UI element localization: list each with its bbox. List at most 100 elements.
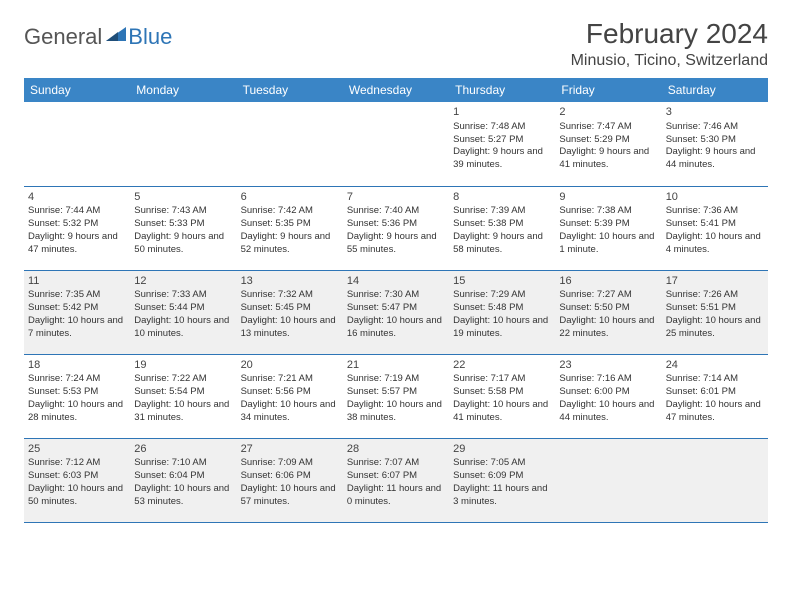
calendar-day-cell [662,438,768,522]
day-number: 19 [134,358,232,373]
day-number: 14 [347,274,445,289]
day-info-line: Sunrise: 7:21 AM [241,373,339,386]
weekday-header: Thursday [449,78,555,102]
day-info-line: Sunset: 5:29 PM [559,134,657,147]
day-info-line: Sunset: 5:33 PM [134,218,232,231]
calendar-week-row: 4Sunrise: 7:44 AMSunset: 5:32 PMDaylight… [24,186,768,270]
day-number: 16 [559,274,657,289]
month-title: February 2024 [571,18,768,50]
calendar-day-cell: 5Sunrise: 7:43 AMSunset: 5:33 PMDaylight… [130,186,236,270]
day-number: 17 [666,274,764,289]
day-info-line: Sunrise: 7:42 AM [241,205,339,218]
day-info-line: Sunrise: 7:12 AM [28,457,126,470]
day-info-line: Sunrise: 7:19 AM [347,373,445,386]
calendar-day-cell: 29Sunrise: 7:05 AMSunset: 6:09 PMDayligh… [449,438,555,522]
day-number: 20 [241,358,339,373]
calendar-day-cell: 17Sunrise: 7:26 AMSunset: 5:51 PMDayligh… [662,270,768,354]
day-info-line: Daylight: 10 hours and 16 minutes. [347,315,445,341]
day-info-line: Sunset: 5:54 PM [134,386,232,399]
day-number: 18 [28,358,126,373]
day-number: 27 [241,442,339,457]
day-info-line: Daylight: 9 hours and 47 minutes. [28,231,126,257]
day-info-line: Sunset: 5:50 PM [559,302,657,315]
day-number: 9 [559,190,657,205]
calendar-body: 1Sunrise: 7:48 AMSunset: 5:27 PMDaylight… [24,102,768,522]
day-info-line: Sunset: 5:36 PM [347,218,445,231]
day-number: 2 [559,105,657,120]
calendar-day-cell [24,102,130,186]
calendar-day-cell: 8Sunrise: 7:39 AMSunset: 5:38 PMDaylight… [449,186,555,270]
calendar-day-cell: 2Sunrise: 7:47 AMSunset: 5:29 PMDaylight… [555,102,661,186]
day-info-line: Sunset: 6:07 PM [347,470,445,483]
calendar-day-cell: 3Sunrise: 7:46 AMSunset: 5:30 PMDaylight… [662,102,768,186]
weekday-header: Friday [555,78,661,102]
day-info-line: Daylight: 10 hours and 41 minutes. [453,399,551,425]
day-info-line: Sunset: 5:58 PM [453,386,551,399]
day-number: 22 [453,358,551,373]
day-info-line: Daylight: 10 hours and 28 minutes. [28,399,126,425]
calendar-day-cell: 4Sunrise: 7:44 AMSunset: 5:32 PMDaylight… [24,186,130,270]
day-number: 29 [453,442,551,457]
day-info-line: Daylight: 10 hours and 1 minute. [559,231,657,257]
day-info-line: Sunrise: 7:39 AM [453,205,551,218]
day-info-line: Sunset: 6:09 PM [453,470,551,483]
calendar-day-cell [130,102,236,186]
day-info-line: Sunset: 5:47 PM [347,302,445,315]
day-info-line: Sunset: 6:03 PM [28,470,126,483]
day-info-line: Sunset: 5:56 PM [241,386,339,399]
day-number: 10 [666,190,764,205]
day-info-line: Daylight: 10 hours and 47 minutes. [666,399,764,425]
day-info-line: Sunrise: 7:32 AM [241,289,339,302]
day-info-line: Sunrise: 7:05 AM [453,457,551,470]
day-info-line: Sunrise: 7:14 AM [666,373,764,386]
day-info-line: Daylight: 10 hours and 13 minutes. [241,315,339,341]
day-info-line: Sunset: 6:04 PM [134,470,232,483]
calendar-day-cell: 10Sunrise: 7:36 AMSunset: 5:41 PMDayligh… [662,186,768,270]
day-number: 12 [134,274,232,289]
day-number: 26 [134,442,232,457]
day-info-line: Sunset: 5:41 PM [666,218,764,231]
calendar-day-cell: 11Sunrise: 7:35 AMSunset: 5:42 PMDayligh… [24,270,130,354]
triangle-icon [106,27,126,41]
day-info-line: Daylight: 10 hours and 22 minutes. [559,315,657,341]
calendar-day-cell: 16Sunrise: 7:27 AMSunset: 5:50 PMDayligh… [555,270,661,354]
day-info-line: Sunset: 5:53 PM [28,386,126,399]
day-info-line: Sunrise: 7:29 AM [453,289,551,302]
day-info-line: Sunrise: 7:33 AM [134,289,232,302]
day-number: 21 [347,358,445,373]
calendar-week-row: 1Sunrise: 7:48 AMSunset: 5:27 PMDaylight… [24,102,768,186]
calendar-day-cell: 6Sunrise: 7:42 AMSunset: 5:35 PMDaylight… [237,186,343,270]
day-info-line: Daylight: 9 hours and 39 minutes. [453,146,551,172]
calendar-day-cell: 22Sunrise: 7:17 AMSunset: 5:58 PMDayligh… [449,354,555,438]
day-info-line: Sunset: 5:57 PM [347,386,445,399]
day-number: 5 [134,190,232,205]
day-info-line: Daylight: 11 hours and 3 minutes. [453,483,551,509]
calendar-day-cell: 20Sunrise: 7:21 AMSunset: 5:56 PMDayligh… [237,354,343,438]
calendar-day-cell: 1Sunrise: 7:48 AMSunset: 5:27 PMDaylight… [449,102,555,186]
calendar-day-cell: 12Sunrise: 7:33 AMSunset: 5:44 PMDayligh… [130,270,236,354]
day-info-line: Daylight: 10 hours and 34 minutes. [241,399,339,425]
day-info-line: Sunset: 5:30 PM [666,134,764,147]
day-number: 6 [241,190,339,205]
calendar-day-cell: 25Sunrise: 7:12 AMSunset: 6:03 PMDayligh… [24,438,130,522]
day-info-line: Daylight: 9 hours and 44 minutes. [666,146,764,172]
weekday-header: Sunday [24,78,130,102]
day-info-line: Daylight: 10 hours and 4 minutes. [666,231,764,257]
day-info-line: Sunrise: 7:38 AM [559,205,657,218]
day-number: 3 [666,105,764,120]
day-info-line: Sunset: 5:35 PM [241,218,339,231]
day-info-line: Daylight: 10 hours and 10 minutes. [134,315,232,341]
day-info-line: Daylight: 10 hours and 44 minutes. [559,399,657,425]
weekday-header: Saturday [662,78,768,102]
day-info-line: Daylight: 10 hours and 50 minutes. [28,483,126,509]
calendar-day-cell: 9Sunrise: 7:38 AMSunset: 5:39 PMDaylight… [555,186,661,270]
day-info-line: Sunset: 5:51 PM [666,302,764,315]
calendar-table: Sunday Monday Tuesday Wednesday Thursday… [24,78,768,523]
day-info-line: Sunset: 5:38 PM [453,218,551,231]
day-number: 4 [28,190,126,205]
day-info-line: Sunrise: 7:26 AM [666,289,764,302]
day-info-line: Sunset: 5:39 PM [559,218,657,231]
logo: General Blue [24,24,172,50]
day-info-line: Daylight: 10 hours and 53 minutes. [134,483,232,509]
day-info-line: Daylight: 9 hours and 55 minutes. [347,231,445,257]
